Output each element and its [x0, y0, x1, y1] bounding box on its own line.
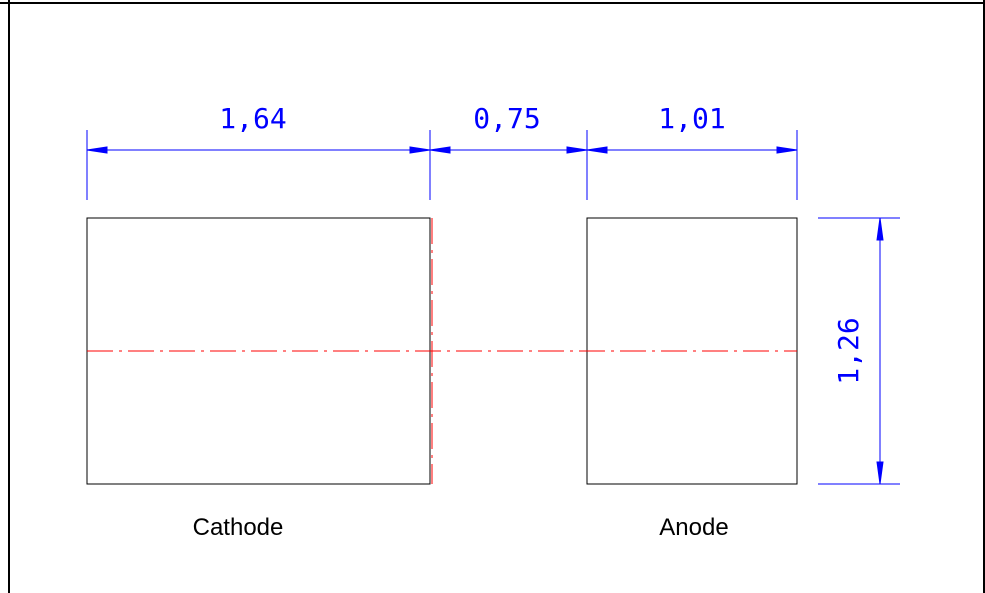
anode-label: Anode: [659, 514, 728, 541]
horizontal-dimensions: [86, 130, 798, 200]
height-dimension: 1,26: [832, 317, 865, 384]
anode-width-dimension: 1,01: [658, 102, 725, 135]
gap-dimension: 0,75: [473, 102, 540, 135]
cathode-label: Cathode: [193, 514, 284, 541]
cathode-width-dimension: 1,64: [219, 102, 286, 135]
horizontal-arrowheads: [86, 146, 798, 154]
vertical-dimension: [818, 217, 900, 485]
vertical-arrowheads: [876, 217, 884, 485]
